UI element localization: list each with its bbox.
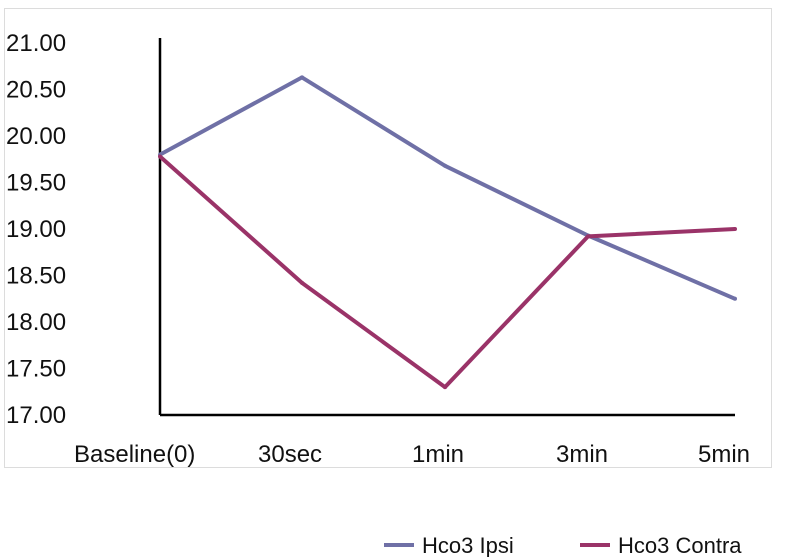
y-tick-label: 21.00 [6,30,66,57]
x-tick-label: Baseline(0) [74,441,195,468]
legend: Hco3 Ipsi Hco3 Contra [384,533,742,557]
series-lines [158,75,737,390]
series-line-contra [158,155,736,390]
data-point-contra [443,385,447,390]
y-tick-label: 18.00 [6,309,66,336]
x-axis-ticks: Baseline(0) 30sec 1min 3min 5min [74,441,750,468]
legend-label-ipsi: Hco3 Ipsi [422,533,514,557]
y-tick-label: 17.00 [6,402,66,429]
series-line-ipsi [159,75,736,301]
data-point-contra [733,227,737,231]
legend-label-contra: Hco3 Contra [618,533,742,557]
y-tick-label: 20.00 [6,123,66,150]
x-tick-label: 5min [698,441,750,468]
legend-item-contra: Hco3 Contra [580,533,742,557]
y-tick-label: 19.50 [6,170,66,197]
x-tick-label: 1min [412,441,464,468]
y-tick-label: 18.50 [6,263,66,290]
chart-frame [4,8,772,468]
data-point-contra [158,154,162,159]
data-point-ipsi [733,296,737,301]
data-point-ipsi [443,163,447,168]
data-point-contra [300,280,304,285]
y-tick-label: 17.50 [6,356,66,383]
y-tick-label: 20.50 [6,77,66,104]
data-point-contra [586,234,590,239]
y-tick-label: 19.00 [6,216,66,243]
x-tick-label: 3min [556,441,608,468]
legend-item-ipsi: Hco3 Ipsi [384,533,514,557]
data-point-ipsi [300,75,304,80]
y-axis-ticks: 17.00 17.50 18.00 18.50 19.00 19.50 20.00 20.50… [6,30,66,429]
x-tick-label: 30sec [258,441,322,468]
